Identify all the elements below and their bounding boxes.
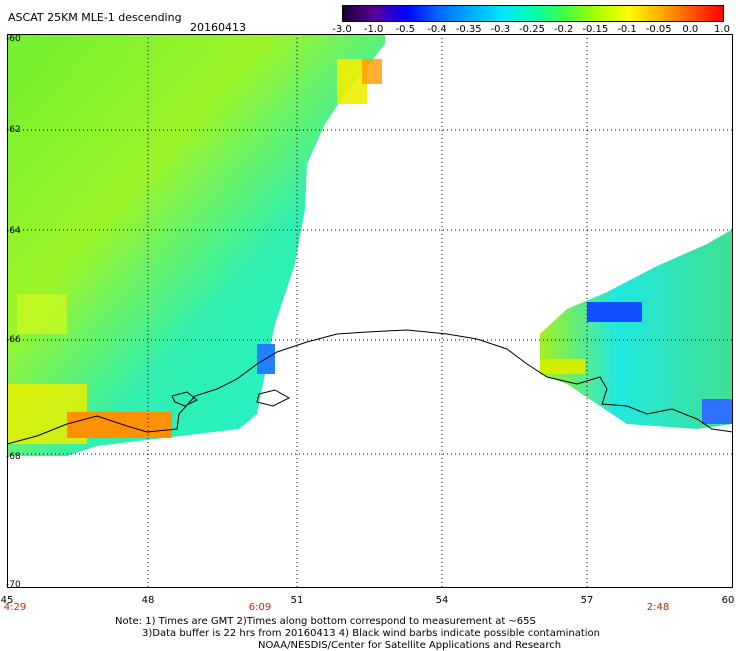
footer-note-2: 3)Data buffer is 22 hrs from 20160413 4)… bbox=[142, 628, 600, 639]
footer-note-1: Note: 1) Times are GMT 2)Times along bot… bbox=[115, 616, 536, 627]
map-date: 20160413 bbox=[190, 21, 246, 34]
yellow-patch bbox=[540, 359, 585, 374]
colorbar-tick-label: -3.0 bbox=[332, 24, 352, 35]
colorbar-tick-label: -0.1 bbox=[617, 24, 637, 35]
colorbar-tick-label: 0.0 bbox=[682, 24, 699, 35]
colorbar-tick-label: -0.4 bbox=[427, 24, 447, 35]
blue-patch bbox=[702, 399, 733, 424]
colorbar-tick-label: 1.0 bbox=[714, 24, 730, 35]
latitude-label: -70 bbox=[6, 580, 21, 590]
colorbar-tick-label: -0.15 bbox=[582, 24, 609, 35]
time-label: 4:29 bbox=[3, 602, 27, 613]
time-label: 2:48 bbox=[646, 602, 670, 613]
coastline bbox=[256, 389, 291, 407]
latitude-label: -64 bbox=[6, 226, 21, 236]
map-title: ASCAT 25KM MLE-1 descending bbox=[8, 11, 182, 24]
orange-patch bbox=[362, 59, 382, 84]
footer-credit: NOAA/NESDIS/Center for Satellite Applica… bbox=[258, 640, 562, 651]
longitude-label: 60 bbox=[721, 595, 735, 606]
colorbar-tick-label: -0.5 bbox=[395, 24, 416, 35]
longitude-label: 48 bbox=[141, 595, 155, 606]
latitude-label: -68 bbox=[6, 452, 21, 462]
colorbar-tick-label: -1.0 bbox=[363, 24, 384, 35]
graticule bbox=[7, 34, 733, 588]
plot-frame bbox=[7, 34, 733, 588]
coastline bbox=[171, 391, 198, 407]
colorbar-tick-label: -0.05 bbox=[645, 24, 672, 35]
latitude-label: -62 bbox=[6, 125, 21, 135]
latitude-label: -60 bbox=[6, 34, 21, 44]
blue-patch bbox=[587, 302, 642, 322]
time-label: 6:09 bbox=[248, 602, 272, 613]
orange-patch bbox=[67, 412, 172, 438]
west-swath bbox=[7, 34, 385, 456]
longitude-label: 57 bbox=[580, 595, 594, 606]
colorbar bbox=[342, 5, 724, 22]
colorbar-tick-label: -0.3 bbox=[490, 24, 511, 35]
longitude-label: 51 bbox=[290, 595, 304, 606]
longitude-label: 54 bbox=[435, 595, 449, 606]
colorbar-tick-label: -0.25 bbox=[519, 24, 545, 35]
coastline bbox=[7, 329, 733, 445]
yellow-patch bbox=[17, 294, 67, 334]
swath-map bbox=[7, 34, 733, 588]
colorbar-tick-label: -0.2 bbox=[553, 24, 574, 35]
latitude-label: -66 bbox=[6, 335, 21, 345]
colorbar-tick-label: -0.35 bbox=[455, 24, 482, 35]
longitude-label: 45 bbox=[0, 595, 14, 606]
east-swath bbox=[540, 229, 733, 429]
